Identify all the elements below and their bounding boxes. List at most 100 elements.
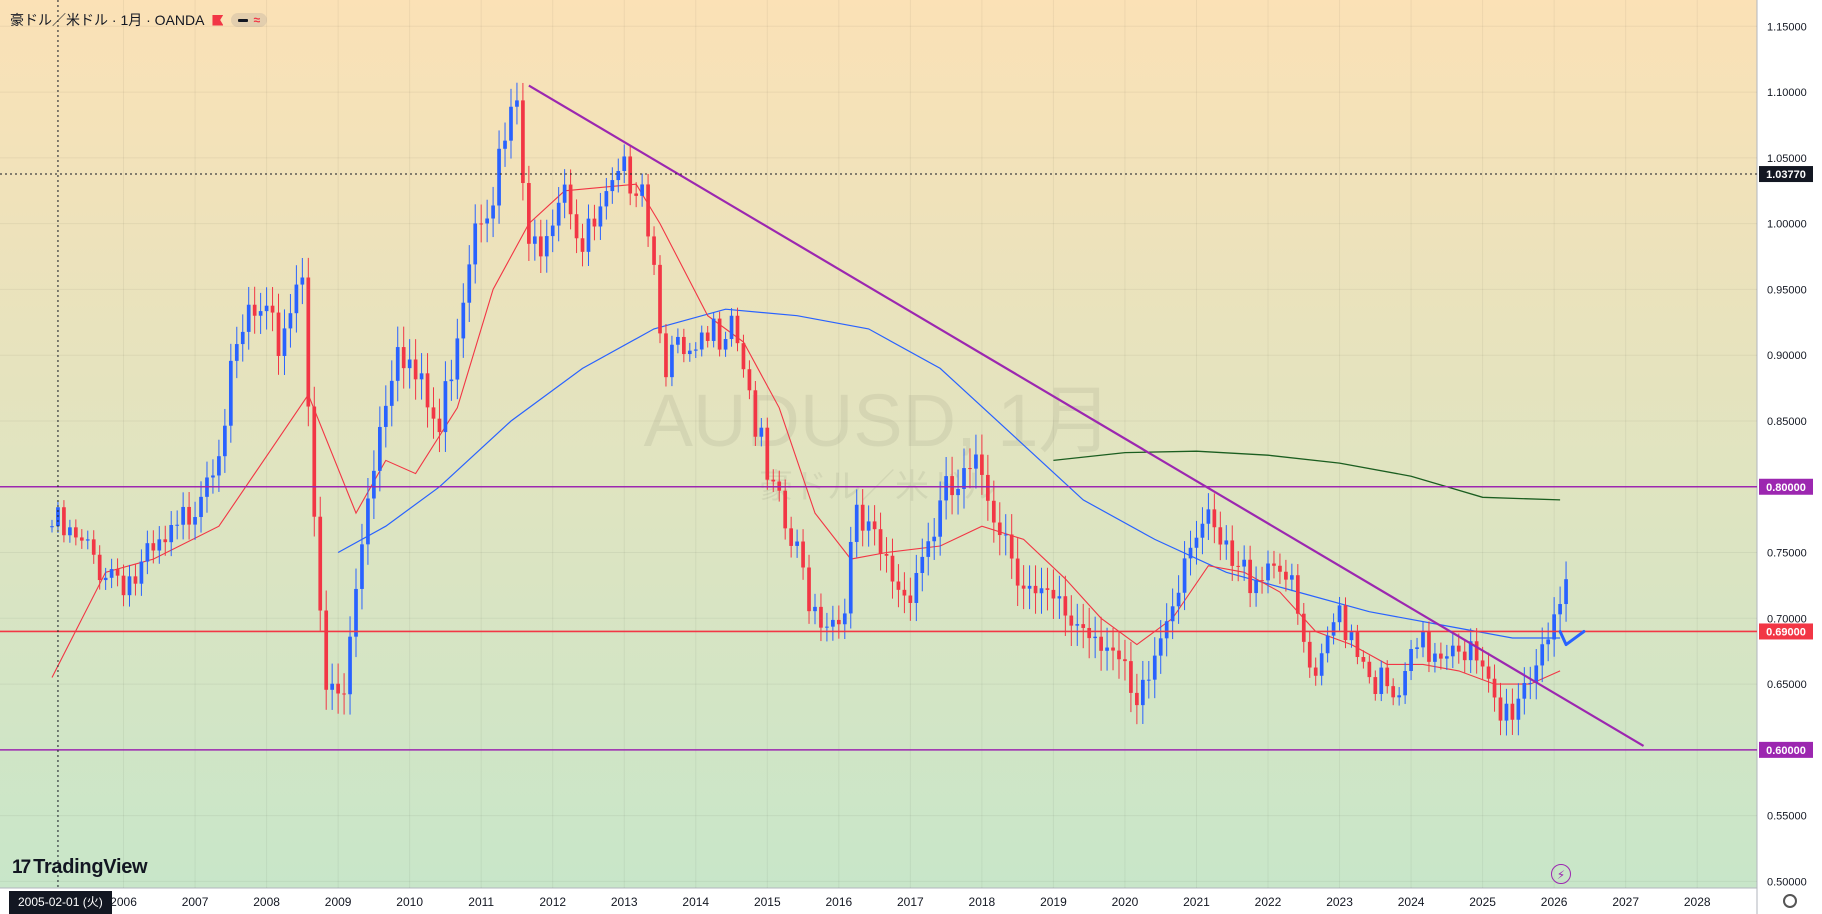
candle-body [1433,653,1437,662]
candle-body [419,373,424,380]
tradingview-logo[interactable]: 17 TradingView [12,856,148,879]
crosshair [0,0,1757,888]
candle-body [705,332,710,341]
candle-body [139,561,144,584]
candle-body [193,517,197,525]
candle-body [1158,638,1163,656]
candle-body [1355,632,1360,658]
candle-body [1254,580,1258,594]
indicator-toggle[interactable]: ≈ [231,13,268,27]
time-tick-label: 2022 [1255,895,1282,909]
candle-body [890,555,895,582]
candle-body [1373,677,1378,695]
candle-body [389,380,394,406]
candle-body [127,576,132,596]
candle-body [264,305,269,312]
candle-body [312,406,317,517]
candle-body [443,381,448,433]
time-axis-background [0,888,1757,914]
candle-body [1492,678,1497,698]
candle-body [270,305,275,313]
candle-body [85,539,90,541]
candle-body [1397,695,1402,698]
level-price-label: 0.69000 [1766,626,1806,638]
time-tick-label: 2008 [253,895,280,909]
candle-body [407,359,412,369]
candle-body [687,350,692,355]
candle-body [383,405,388,427]
flag-icon[interactable] [212,14,224,26]
wave-icon[interactable]: ≈ [253,13,261,27]
time-axis[interactable]: 2006 2007 2008 2009 2010 2011 2012 2013 2014 2015… [110,895,1711,909]
price-tick-label: 0.75000 [1767,548,1807,560]
candle-body [1319,653,1324,676]
candle-body [1343,605,1348,641]
time-tick-label: 2017 [897,895,924,909]
settings-icon[interactable] [1783,894,1797,908]
crosshair-price-tag [1759,166,1813,183]
candle-body [175,524,180,526]
candle-body [211,475,215,478]
lightning-icon[interactable]: ⚡ [1551,864,1571,884]
candle-body [1540,644,1545,666]
candle-body [753,390,758,437]
candle-body [974,454,978,469]
candle-body [503,140,507,149]
time-tick-label: 2016 [825,895,852,909]
candle-body [282,328,287,356]
candle-body [747,369,752,391]
candle-body [1129,661,1133,693]
time-tick-label: 2007 [182,895,209,909]
candle-body [819,606,823,628]
candle-body [1385,667,1390,687]
candle-body [1200,523,1205,538]
trendline-layer[interactable] [528,84,1645,747]
candle-body [568,184,573,215]
candle-body [1224,540,1229,545]
candle-body [1093,636,1097,639]
candle-body [1182,558,1187,593]
candle-body [145,543,150,562]
candle-body [1421,631,1425,648]
candle-body [1009,534,1014,559]
candle-body [485,218,489,224]
candle-body [795,541,799,546]
candle-body [1087,627,1092,639]
candle-body [1498,697,1503,721]
time-tick-label: 2006 [110,895,137,909]
candle-body [956,488,960,496]
candle-body [1462,651,1467,661]
candle-body [330,683,335,690]
candle-body [1331,622,1336,636]
candle-body [1439,653,1443,659]
candle-body [628,156,633,194]
candle-body [896,581,901,590]
candle-body [1468,641,1473,661]
candle-body [401,347,406,369]
candle-body [1045,588,1050,590]
candle-body [544,236,549,257]
price-tick-label: 0.55000 [1767,811,1807,823]
symbol-title[interactable]: 豪ドル／米ドル · 1月 · OANDA [10,12,205,28]
horizontal-levels[interactable] [0,485,1757,751]
candle-body [157,539,162,551]
candle-body [968,468,972,470]
projection-arrow [1558,630,1586,647]
candle-body [497,148,501,206]
candle-body [1456,645,1461,652]
candle-body [252,304,257,316]
candle-body [1552,614,1556,640]
level-price-tag [1759,741,1813,758]
time-tick-label: 2018 [969,895,996,909]
candle-body [950,476,954,496]
candle-body [556,202,561,226]
candle-body [1051,589,1056,599]
candle-body [1194,537,1199,548]
candle-body [646,184,650,237]
minus-icon[interactable] [238,18,249,22]
candle-body [1307,641,1312,668]
candle-body [616,170,621,181]
price-tick-label: 0.70000 [1767,613,1807,625]
candle-body [1409,648,1413,671]
